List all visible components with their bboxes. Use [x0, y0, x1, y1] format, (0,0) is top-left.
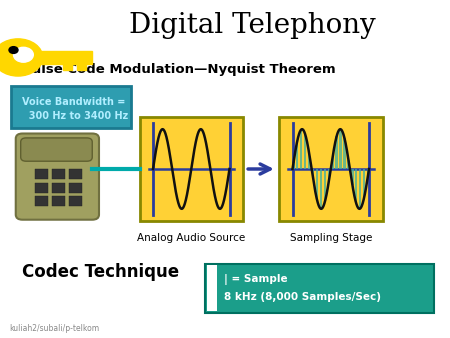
- Bar: [312, 169, 314, 178]
- Circle shape: [14, 47, 33, 62]
- Bar: [363, 169, 365, 197]
- Bar: [207, 265, 217, 311]
- Bar: [324, 169, 326, 202]
- Bar: [347, 160, 350, 169]
- FancyBboxPatch shape: [16, 134, 99, 220]
- Bar: [367, 169, 369, 175]
- Bar: [339, 129, 342, 169]
- FancyBboxPatch shape: [279, 117, 382, 221]
- Bar: [359, 169, 361, 209]
- Bar: [308, 153, 310, 169]
- FancyBboxPatch shape: [205, 264, 434, 313]
- Text: 8 kHz (8,000 Samples/Sec): 8 kHz (8,000 Samples/Sec): [224, 292, 381, 302]
- FancyBboxPatch shape: [21, 138, 92, 161]
- Text: Analog Audio Source: Analog Audio Source: [137, 233, 245, 243]
- Text: Codec Technique: Codec Technique: [22, 263, 180, 281]
- FancyBboxPatch shape: [140, 117, 243, 221]
- Bar: [63, 62, 72, 70]
- Text: Voice Bandwidth =: Voice Bandwidth =: [22, 97, 125, 107]
- Bar: [69, 169, 82, 179]
- Text: Sampling Stage: Sampling Stage: [289, 233, 372, 243]
- Bar: [52, 183, 65, 193]
- Circle shape: [9, 47, 18, 53]
- Bar: [296, 141, 298, 169]
- Bar: [69, 196, 82, 206]
- Bar: [35, 196, 48, 206]
- Bar: [351, 169, 354, 185]
- Bar: [332, 156, 334, 169]
- Bar: [52, 169, 65, 179]
- Bar: [35, 183, 48, 193]
- Bar: [300, 129, 302, 169]
- Bar: [316, 169, 318, 200]
- Bar: [40, 51, 92, 64]
- Bar: [355, 169, 357, 203]
- Text: Digital Telephony: Digital Telephony: [129, 12, 375, 39]
- Bar: [336, 136, 338, 169]
- Text: Pulse Code Modulation—Nyquist Theorem: Pulse Code Modulation—Nyquist Theorem: [22, 63, 336, 76]
- Text: 300 Hz to 3400 Hz: 300 Hz to 3400 Hz: [22, 111, 128, 121]
- Bar: [304, 135, 306, 169]
- Bar: [52, 196, 65, 206]
- Bar: [320, 169, 322, 209]
- Bar: [69, 183, 82, 193]
- Bar: [76, 62, 86, 70]
- Bar: [292, 163, 295, 169]
- FancyBboxPatch shape: [11, 86, 130, 128]
- Bar: [328, 169, 330, 182]
- Text: | = Sample: | = Sample: [224, 274, 288, 285]
- Bar: [35, 169, 48, 179]
- Bar: [343, 138, 346, 169]
- Circle shape: [0, 39, 43, 76]
- Text: kuliah2/subali/p-telkom: kuliah2/subali/p-telkom: [9, 324, 99, 333]
